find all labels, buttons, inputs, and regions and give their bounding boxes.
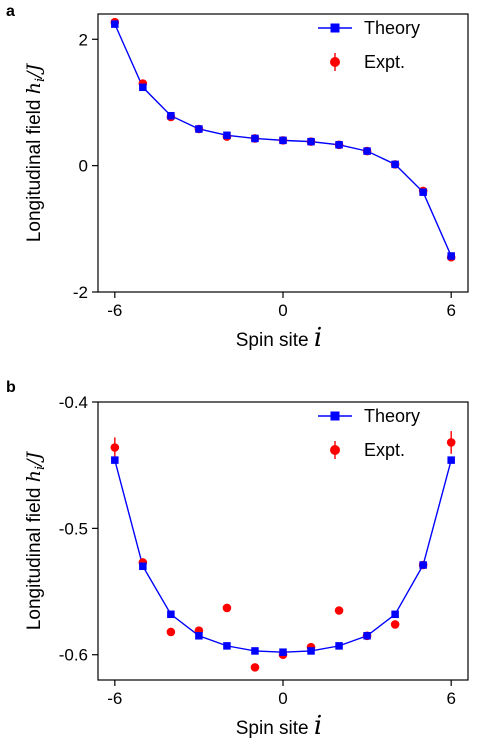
- theory-point: [447, 252, 455, 260]
- legend: Theory Expt.: [318, 18, 420, 72]
- expt-point: [222, 603, 232, 613]
- x-tick-label: 6: [446, 689, 455, 708]
- theory-point: [363, 632, 371, 640]
- theory-point: [195, 125, 203, 133]
- legend-theory-marker: [330, 411, 340, 421]
- legend-theory-label: Theory: [364, 18, 420, 38]
- y-axis-label-math: h: [23, 470, 45, 482]
- theory-point: [279, 648, 287, 656]
- y-axis-label: Longitudinal field hi/J: [23, 450, 48, 630]
- theory-point: [391, 610, 399, 619]
- x-tick-label: -6: [107, 689, 122, 708]
- y-axis-label-text: Longitudinal field: [24, 482, 45, 630]
- legend-expt-marker: [330, 445, 340, 455]
- y-axis-label-rest: /J: [23, 62, 45, 79]
- y-axis-label-sub: i: [33, 466, 48, 470]
- y-tick-label: 2: [79, 30, 88, 49]
- legend: Theory Expt.: [318, 406, 420, 460]
- theory-point: [223, 642, 231, 650]
- theory-point: [447, 456, 455, 464]
- theory-point: [335, 642, 343, 650]
- theory-point: [251, 647, 259, 655]
- theory-point: [167, 111, 175, 120]
- theory-point: [363, 147, 371, 155]
- plot-frame: [97, 13, 469, 293]
- theory-point: [419, 561, 427, 569]
- y-axis-label-text: Longitudinal field: [24, 94, 45, 242]
- expt-point: [334, 606, 344, 615]
- y-tick-label: -2: [73, 283, 88, 302]
- y-tick-label: -0.6: [59, 646, 88, 665]
- y-axis-label-sub: i: [33, 78, 48, 82]
- y-tick-label: -0.4: [59, 393, 88, 412]
- y-tick-label: -0.5: [59, 519, 88, 538]
- x-axis-label: Spin site i: [236, 323, 322, 353]
- x-axis-label-text: Spin site: [236, 330, 314, 351]
- x-tick-label: 0: [278, 301, 287, 320]
- x-axis-label-math: i: [314, 323, 322, 353]
- legend-expt-label: Expt.: [364, 52, 405, 72]
- y-axis-label: Longitudinal field hi/J: [23, 62, 48, 242]
- plot-frame: [97, 401, 469, 681]
- theory-line: [114, 459, 452, 653]
- y-tick-label: 0: [79, 157, 88, 176]
- x-tick-label: -6: [107, 301, 122, 320]
- theory-point: [279, 136, 287, 145]
- panel-label: b: [6, 379, 16, 396]
- theory-point: [111, 456, 119, 464]
- legend-theory-label: Theory: [364, 406, 420, 426]
- expt-point: [446, 438, 456, 447]
- x-tick-label: 0: [278, 689, 287, 708]
- legend-theory-marker: [330, 23, 340, 33]
- theory-point: [195, 632, 203, 640]
- expt-point: [250, 663, 260, 672]
- theory-point: [391, 160, 399, 169]
- theory-point: [251, 134, 259, 143]
- x-tick-label: 6: [446, 301, 455, 320]
- theory-point: [223, 131, 231, 140]
- y-axis-label-math: h: [23, 82, 45, 94]
- x-axis-label-text: Spin site: [236, 718, 314, 739]
- y-axis-label-rest: /J: [23, 450, 45, 467]
- theory-point: [167, 610, 175, 619]
- theory-point: [111, 20, 119, 28]
- expt-point: [166, 627, 176, 637]
- theory-point: [139, 562, 147, 571]
- x-axis-label: Spin site i: [236, 711, 322, 741]
- theory-point: [419, 188, 427, 196]
- x-axis-label-math: i: [314, 711, 322, 741]
- expt-point: [110, 443, 120, 452]
- theory-point: [307, 137, 315, 146]
- theory-point: [335, 141, 343, 149]
- theory-point: [307, 647, 315, 655]
- legend-expt-label: Expt.: [364, 440, 405, 460]
- panel-label: a: [6, 3, 15, 20]
- theory-point: [139, 83, 147, 92]
- legend-expt-marker: [330, 57, 340, 67]
- expt-point: [390, 620, 400, 629]
